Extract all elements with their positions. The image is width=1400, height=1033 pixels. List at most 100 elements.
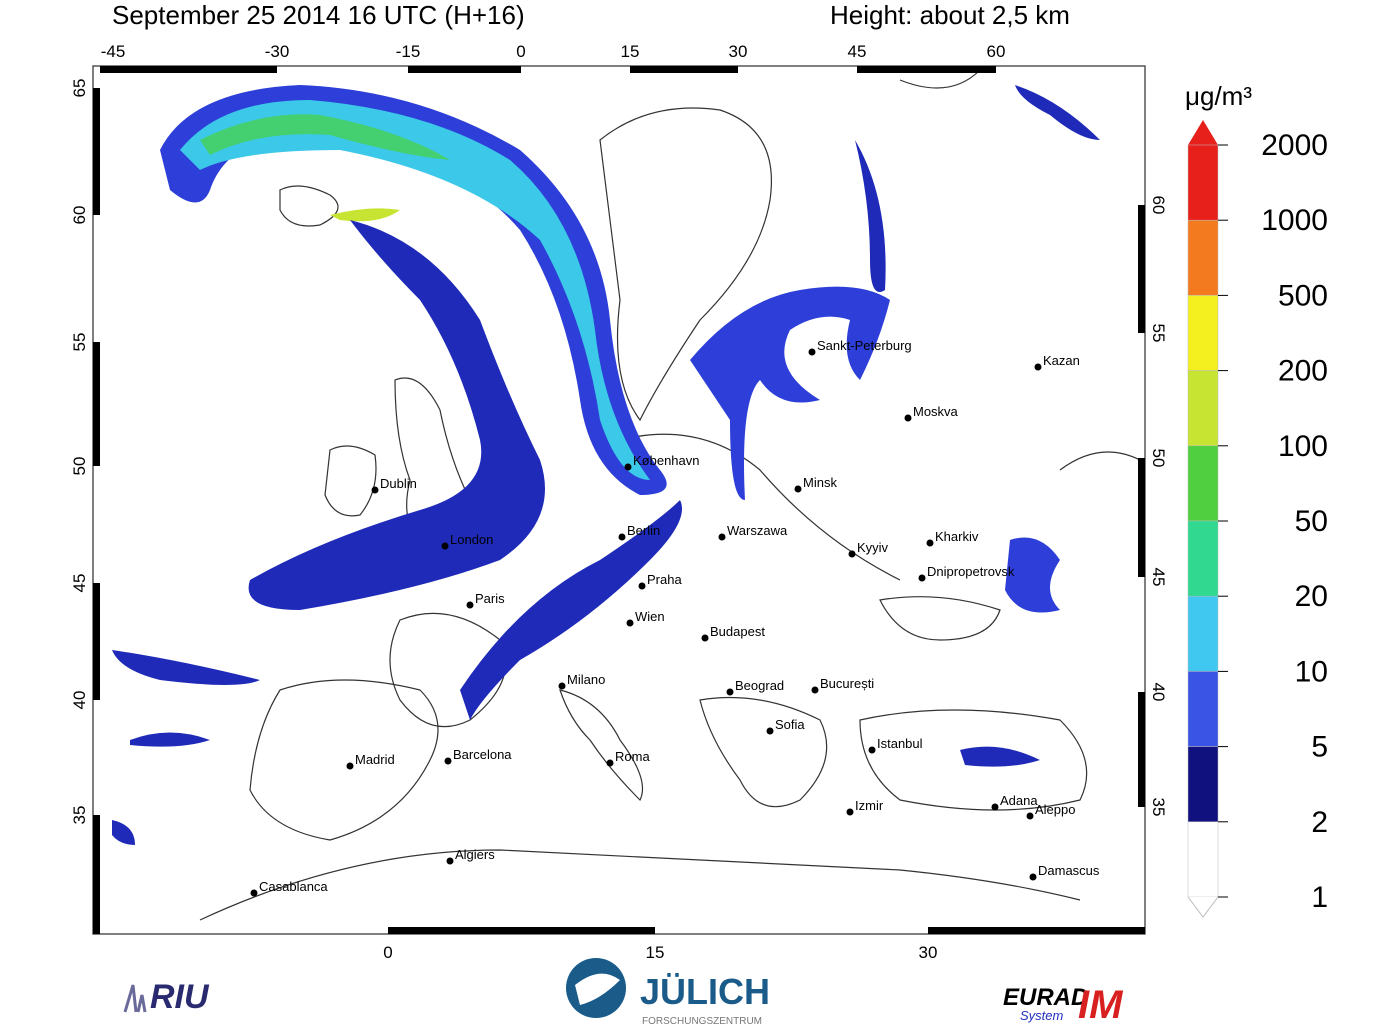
colorbar-label: 100 [1278,430,1328,463]
frame-scale-bars [93,66,1145,934]
frame-bar [857,66,996,73]
city-dot [848,550,856,558]
riu-icon [123,984,147,1013]
colorbar-label: 200 [1278,355,1328,388]
city-dot [701,634,709,642]
city-dot [991,803,999,811]
right-tick-label: 50 [1149,449,1168,468]
city-dot [441,542,449,550]
colorbar-arrow [1188,120,1218,145]
frame-bar [1138,458,1145,577]
city-label: Barcelona [453,747,512,762]
colorbar-label: 2 [1311,806,1328,839]
frame-bar [93,583,100,700]
city-dot [904,414,912,422]
colorbar-tail [1187,896,1219,918]
frame-bar [1138,205,1145,333]
colorbar-segment [1187,520,1219,597]
bottom-tick-label: 15 [646,943,665,962]
city-label: Madrid [355,752,395,767]
city-label: Damascus [1038,863,1100,878]
colorbar-segment [1187,445,1219,522]
city-label: Sankt-Peterburg [817,338,912,353]
city-dot [346,762,354,770]
city-label: Algiers [455,847,495,862]
right-tick-label: 45 [1149,568,1168,587]
left-tick-label: 50 [70,457,89,476]
coastlines [199,69,1141,921]
city-label: Praha [647,572,682,587]
colorbar-label: 1000 [1261,204,1328,237]
colorbar-label: 50 [1295,505,1328,538]
city-dot [250,889,258,897]
colorbar-segment [1187,671,1219,747]
city-label: Istanbul [877,736,923,751]
city-label: Milano [567,672,605,687]
city-dot [1034,363,1042,371]
cities: Sankt-Peterburg Kazan Moskva Minsk Warszawa K… [250,338,1100,897]
frame-bar [93,88,100,215]
left-tick-label: 60 [70,206,89,225]
city-label: Berlin [627,523,660,538]
top-tick-label: 45 [848,42,867,61]
frame-bar [93,342,100,466]
city-label: București [820,676,874,691]
top-tick-label: 0 [516,42,525,61]
map-frame [92,65,1146,935]
city-label: Kyyiv [857,540,889,555]
city-dot [1026,812,1034,820]
city-label: Sofia [775,717,805,732]
city-dot [794,485,802,493]
city-label: Roma [615,749,650,764]
julich-logo: JÜLICH [640,971,770,1012]
city-dot [726,688,734,696]
top-tick-label: 30 [729,42,748,61]
colorbar-label: 2000 [1261,129,1328,162]
top-tick-label: -15 [396,42,421,61]
city-dot [868,746,876,754]
height-label: Height: about 2,5 km [830,0,1070,30]
map-area: Sankt-Peterburg Kazan Moskva Minsk Warszawa K… [92,65,1146,935]
city-label: Adana [1000,793,1038,808]
riu-logo: RIU [150,978,210,1016]
colorbar-label: 5 [1311,731,1328,764]
city-dot [718,533,726,541]
frame-bar [100,66,277,73]
colorbar-segment [1187,821,1219,898]
right-tick-label: 55 [1149,324,1168,343]
city-dot [808,348,816,356]
city-label: Warszawa [727,523,788,538]
colorbar-segment [1187,144,1219,221]
frame-bar [408,66,521,73]
top-tick-label: -30 [265,42,290,61]
right-tick-label: 35 [1149,798,1168,817]
city-label: London [450,532,493,547]
city-dot [918,574,926,582]
right-tick-label: 40 [1149,683,1168,702]
colorbar-segment [1187,219,1219,296]
left-tick-label: 45 [70,574,89,593]
city-dot [846,808,854,816]
city-dot [638,582,646,590]
city-dot [444,757,452,765]
city-dot [371,486,379,494]
left-tick-label: 40 [70,691,89,710]
julich-icon-swoosh [575,973,620,1005]
city-dot [1029,873,1037,881]
city-dot [606,759,614,767]
colorbar-segment [1187,595,1219,672]
right-tick-label: 60 [1149,196,1168,215]
city-label: Kharkiv [935,529,979,544]
city-dot [624,463,632,471]
city-label: Dublin [380,476,417,491]
left-tick-label: 65 [70,79,89,98]
colorbar-label: 500 [1278,279,1328,312]
eurad-logo: EURAD [1003,984,1088,1011]
city-dot [466,601,474,609]
frame-bar [630,66,738,73]
colorbar-label: 10 [1295,655,1328,688]
bottom-tick-label: 30 [919,943,938,962]
left-tick-label: 35 [70,806,89,825]
city-label: Wien [635,609,665,624]
